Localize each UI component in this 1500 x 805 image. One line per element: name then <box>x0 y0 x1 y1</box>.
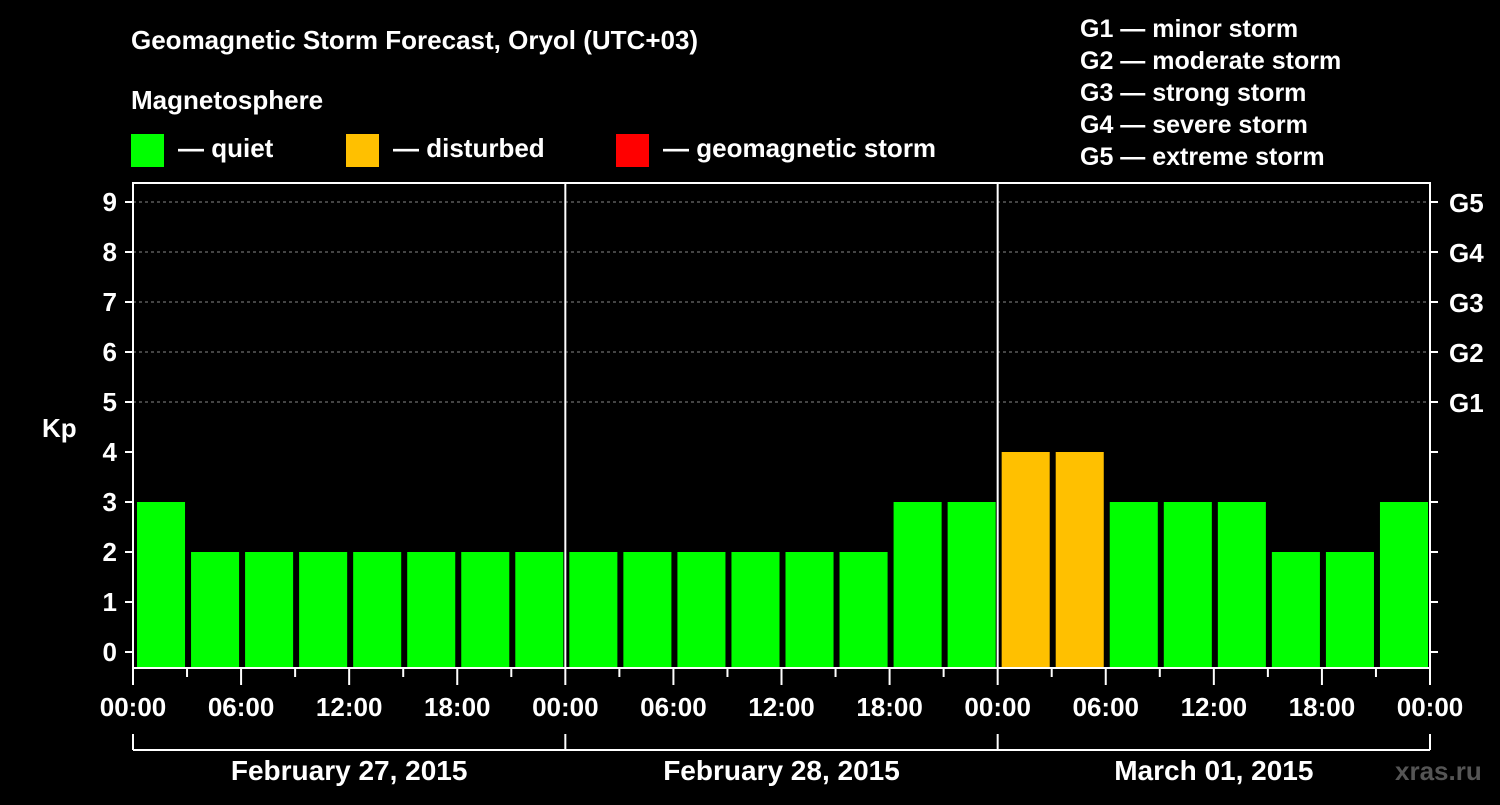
kp-bar <box>299 552 348 668</box>
legend-label: — quiet <box>178 133 274 163</box>
storm-level-label: G2 <box>1449 338 1484 368</box>
kp-bar <box>191 552 240 668</box>
y-tick-label: 9 <box>103 187 117 217</box>
kp-bar <box>893 502 942 668</box>
kp-bar <box>731 552 780 668</box>
storm-level-label: G3 <box>1449 288 1484 318</box>
x-tick-label: 00:00 <box>1397 692 1464 722</box>
axes: 0 1 2 3 4 5 6 7 8 9 G1 G2 G3 G4 G5 00:00 06:00 12:00 18:00… <box>100 182 1484 786</box>
kp-bar <box>569 552 618 668</box>
kp-bar <box>353 552 402 668</box>
kp-bar <box>461 552 510 668</box>
y-tick-label: 5 <box>103 387 117 417</box>
x-tick-label: 00:00 <box>100 692 167 722</box>
kp-bar <box>947 502 996 668</box>
y-tick-label: 6 <box>103 337 117 367</box>
y-tick-label: 4 <box>103 437 118 467</box>
x-tick-label: 06:00 <box>1073 692 1140 722</box>
y-tick-label: 7 <box>103 287 117 317</box>
storm-scale-item: G4 — severe storm <box>1080 111 1308 139</box>
storm-scale-legend: G1 — minor storm G2 — moderate storm G3 — … <box>1080 15 1341 171</box>
day-label: February 27, 2015 <box>231 755 468 786</box>
bars <box>137 452 1428 668</box>
kp-bar <box>1055 452 1104 668</box>
kp-bar <box>137 502 186 668</box>
kp-bar <box>1109 502 1158 668</box>
kp-bar <box>245 552 294 668</box>
kp-bar <box>1001 452 1050 668</box>
legend-swatch <box>131 134 164 167</box>
kp-bar <box>623 552 672 668</box>
storm-level-label: G5 <box>1449 188 1484 218</box>
legend-title: Magnetosphere <box>131 85 323 115</box>
legend: — quiet — disturbed — geomagnetic storm <box>131 133 936 167</box>
day-label: March 01, 2015 <box>1114 755 1313 786</box>
legend-swatch <box>616 134 649 167</box>
x-tick-label: 06:00 <box>640 692 707 722</box>
kp-bar <box>1163 502 1212 668</box>
kp-bar <box>1325 552 1374 668</box>
x-tick-label: 06:00 <box>208 692 275 722</box>
y-tick-label: 2 <box>103 537 117 567</box>
x-tick-label: 18:00 <box>1289 692 1356 722</box>
kp-bar <box>839 552 888 668</box>
storm-scale-item: G3 — strong storm <box>1080 79 1306 107</box>
day-label: February 28, 2015 <box>663 755 900 786</box>
storm-scale-item: G5 — extreme storm <box>1080 143 1325 171</box>
x-tick-label: 18:00 <box>424 692 491 722</box>
storm-scale-item: G2 — moderate storm <box>1080 47 1341 75</box>
y-axis-label: Kp <box>42 413 77 443</box>
kp-bar <box>1217 502 1266 668</box>
legend-swatch <box>346 134 379 167</box>
x-tick-label: 18:00 <box>856 692 923 722</box>
x-tick-label: 00:00 <box>532 692 599 722</box>
kp-bar <box>1379 502 1428 668</box>
y-tick-label: 8 <box>103 237 117 267</box>
grid <box>133 201 1430 403</box>
kp-bar <box>677 552 726 668</box>
x-tick-label: 12:00 <box>748 692 815 722</box>
y-tick-label: 3 <box>103 487 117 517</box>
legend-label: — disturbed <box>393 133 545 163</box>
storm-level-label: G1 <box>1449 388 1484 418</box>
legend-label: — geomagnetic storm <box>663 133 936 163</box>
kp-bar <box>785 552 834 668</box>
x-tick-label: 12:00 <box>1181 692 1248 722</box>
kp-bar <box>407 552 456 668</box>
y-tick-label: 0 <box>103 637 117 667</box>
kp-bar <box>515 552 564 668</box>
x-tick-label: 12:00 <box>316 692 383 722</box>
chart-title: Geomagnetic Storm Forecast, Oryol (UTC+0… <box>131 25 698 55</box>
y-tick-label: 1 <box>103 587 117 617</box>
x-tick-label: 00:00 <box>964 692 1031 722</box>
watermark: xras.ru <box>1395 756 1482 786</box>
storm-scale-item: G1 — minor storm <box>1080 15 1298 43</box>
kp-bar <box>1271 552 1320 668</box>
storm-level-label: G4 <box>1449 238 1484 268</box>
